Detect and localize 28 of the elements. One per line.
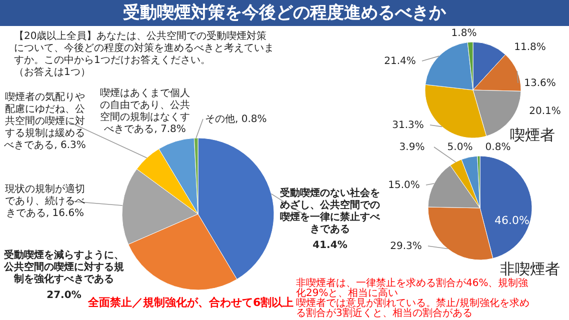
text: 喫煙者では意見が割れている。禁止/規制強化を求める割合が3割近くと、相当の割合がある: [296, 298, 530, 319]
data-label: 3.9%: [399, 142, 425, 153]
slice-label: 受動喫煙のない社会をめざし、公共空間での喫煙を一律に禁止すべきである: [279, 187, 381, 235]
data-label: 29.3%: [390, 241, 422, 252]
data-label: 41.4%: [312, 240, 348, 251]
data-label: 46.0%: [494, 214, 530, 227]
data-label: 27.0%: [46, 290, 82, 301]
text: 非喫煙者は、一律禁止を求める割合が46%、規制強化29%と、相当に高い: [296, 278, 528, 299]
data-label: 1.8%: [451, 28, 477, 39]
data-label: 15.0%: [388, 180, 420, 191]
data-label: 5.0%: [447, 142, 473, 153]
slice-label: 喫煙はあくまで個人の自由であり、公共空間の規制はなくすべきである, 7.8%: [100, 87, 190, 135]
chart-subtitle: 【20歳以上全員】あなたは、公共空間での受動喫煙対策について、今後どの程度の対策を進めるべきと考えていますか。この中から1つだけお答えください。: [14, 31, 275, 67]
slice-label: その他, 0.8%: [205, 113, 267, 125]
chart-title: 受動喫煙対策を今後どの程度進めるべきか: [0, 0, 569, 26]
text: （お答えは1つ）: [14, 67, 92, 78]
data-label: 20.1%: [529, 106, 561, 117]
data-label: 13.6%: [524, 78, 556, 89]
slice-label: 喫煙者の気配りや配慮にゆだね、公共空間の喫煙に対する規制は緩めるべきである, 6.3%: [4, 91, 86, 151]
slice-label: 受動喫煙を減らすように、公共空間の喫煙に対する規制を強化すべきである: [3, 249, 124, 285]
text: 喫煙者: [510, 126, 555, 144]
data-label: 11.8%: [514, 42, 546, 53]
data-label: 31.3%: [392, 120, 424, 131]
slice-label: 現状の規制が適切であり、続けるべきである, 16.6%: [5, 183, 85, 219]
text: 全面禁止／規制強化が、合わせて6割以上: [88, 296, 294, 309]
text: 非喫煙者: [500, 260, 560, 278]
data-label: 21.4%: [384, 56, 416, 67]
data-label: 0.8%: [485, 142, 511, 153]
